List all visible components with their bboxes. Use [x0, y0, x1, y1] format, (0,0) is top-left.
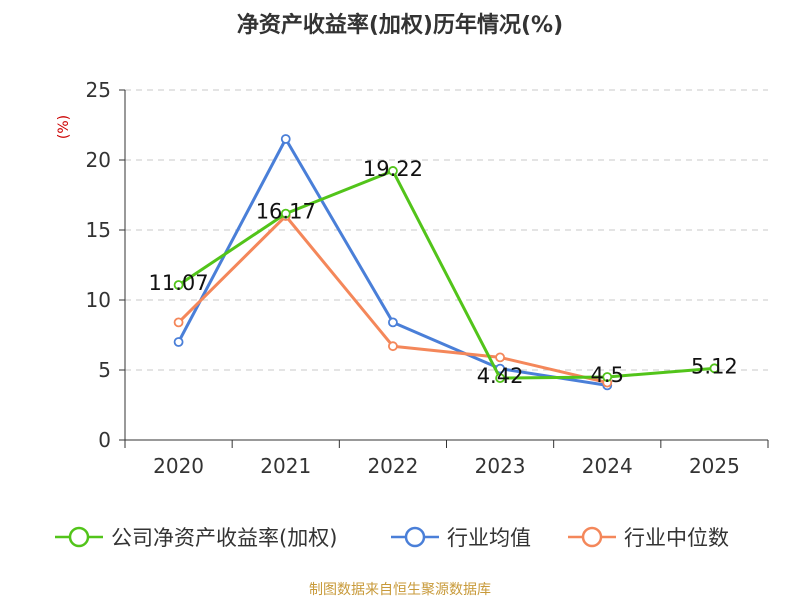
- series-point: [495, 373, 505, 384]
- series-line: [177, 169, 715, 380]
- x-tick-label: 2023: [475, 454, 526, 478]
- series-point: [280, 208, 291, 219]
- series-point: [602, 372, 613, 382]
- series-point: [709, 363, 720, 374]
- data-label: 4.5: [591, 363, 624, 387]
- legend-label: 公司净资产收益率(加权): [111, 526, 337, 550]
- series-point: [388, 317, 398, 328]
- y-tick-label: 0: [98, 428, 111, 452]
- y-tick-label: 10: [86, 288, 111, 312]
- legend-marker: [404, 526, 426, 548]
- y-axis-unit: (%): [56, 115, 72, 139]
- series-point: [280, 134, 291, 144]
- y-tick-label: 25: [86, 78, 111, 102]
- series-point: [173, 280, 184, 290]
- data-label: 19.22: [363, 157, 423, 181]
- series-point: [173, 337, 184, 347]
- grid-lines: [125, 89, 768, 371]
- source-note: 制图数据来自恒生聚源数据库: [309, 582, 491, 598]
- data-label: 16.17: [256, 200, 316, 224]
- x-tick-label: 2022: [367, 454, 418, 478]
- legend-marker: [68, 526, 90, 548]
- y-tick-label: 5: [98, 358, 111, 382]
- legend-item[interactable]: 行业均值: [391, 526, 531, 550]
- x-tick-label: 2020: [153, 454, 204, 478]
- series-point: [173, 317, 184, 328]
- legend-marker: [581, 526, 603, 548]
- y-tick-label: 20: [86, 148, 111, 172]
- data-label: 5.12: [691, 354, 738, 378]
- data-label: 4.42: [477, 364, 524, 388]
- legend-label: 行业均值: [447, 526, 531, 550]
- legend-item[interactable]: 公司净资产收益率(加权): [55, 526, 337, 550]
- series-group: [173, 134, 720, 391]
- chart-title: 净资产收益率(加权)历年情况(%): [237, 12, 563, 38]
- x-tick-label: 2024: [582, 454, 633, 478]
- legend-label: 行业中位数: [624, 526, 729, 550]
- legend-item[interactable]: 行业中位数: [568, 526, 729, 550]
- y-tick-label: 15: [86, 218, 111, 242]
- series-point: [495, 352, 505, 363]
- series-point: [388, 341, 398, 352]
- series-point: [388, 166, 398, 176]
- legend[interactable]: 公司净资产收益率(加权) 行业均值 行业中位数: [55, 526, 729, 550]
- data-labels: 11.07 16.17 19.22 4.42 4.5 5.12: [149, 157, 738, 388]
- data-label: 11.07: [149, 271, 209, 295]
- x-tick-label: 2025: [689, 454, 740, 478]
- x-tick-label: 2021: [260, 454, 311, 478]
